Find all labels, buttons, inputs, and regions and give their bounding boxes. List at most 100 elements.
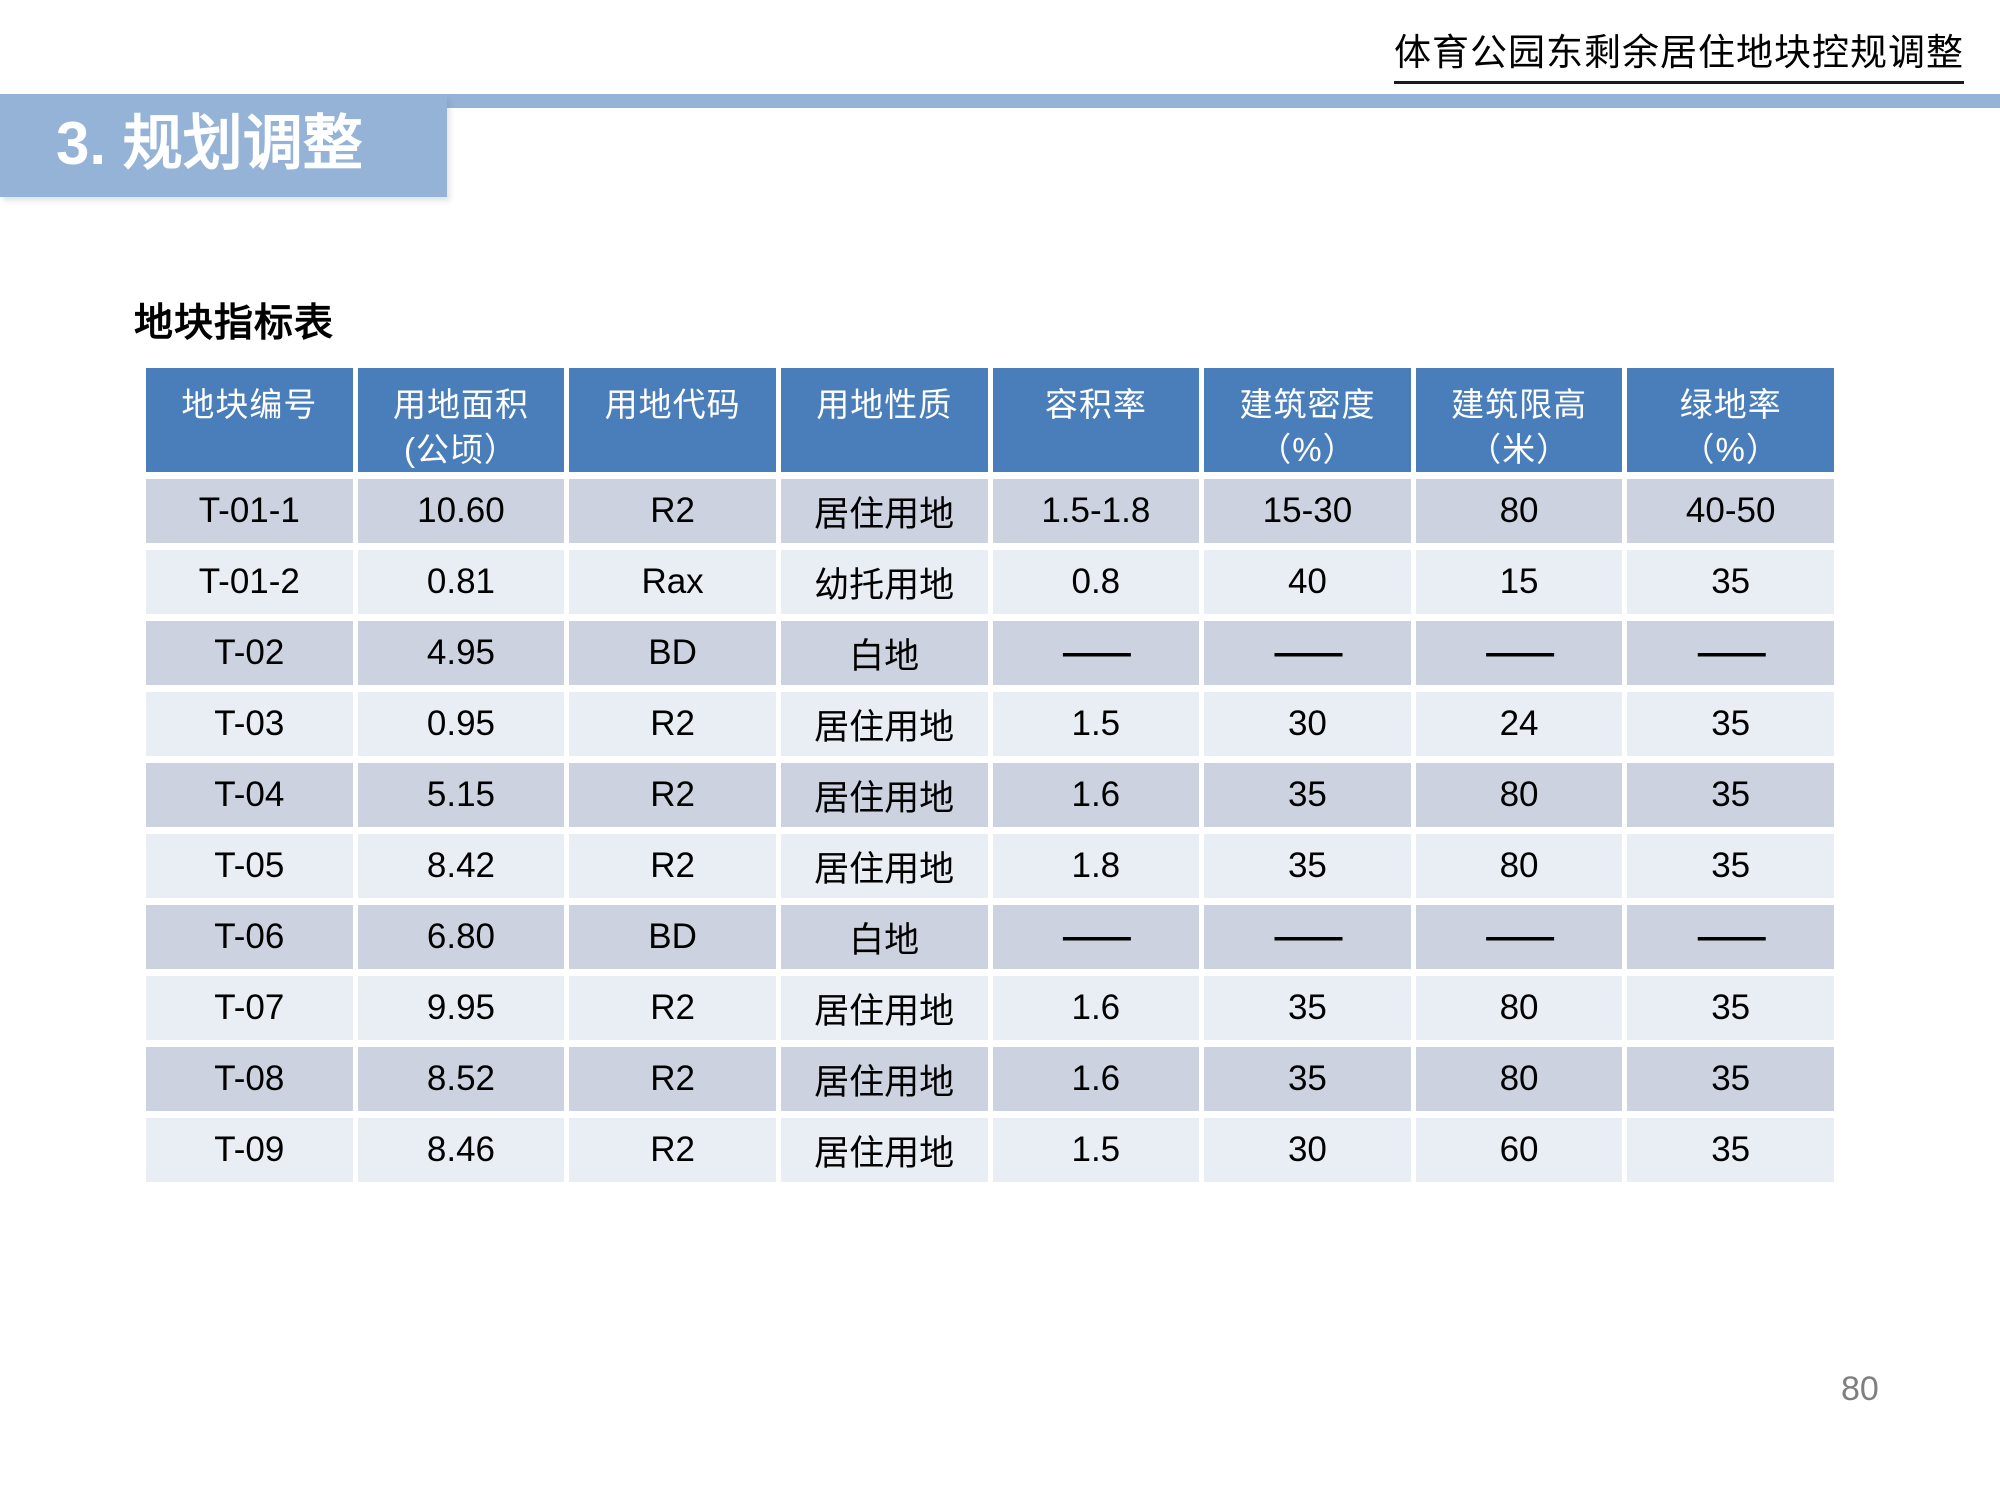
table-cell: 15-30: [1204, 479, 1411, 544]
table-cell: 80: [1415, 976, 1623, 1041]
table-row-T-02: T-02 4.95 BD 白地 —— —— —— ——: [146, 621, 1834, 686]
column-header-6: 建筑限高 （米）: [1415, 368, 1623, 473]
table-cell: 35: [1204, 976, 1411, 1041]
table-row-T-06: T-06 6.80 BD 白地 —— —— —— ——: [146, 905, 1834, 970]
table-cell: 80: [1415, 834, 1623, 899]
table-cell: 80: [1415, 479, 1623, 544]
table-cell: 1.6: [992, 1047, 1200, 1112]
table-cell: 35: [1627, 834, 1834, 899]
table-cell: 60: [1415, 1118, 1623, 1183]
table-cell: 35: [1627, 550, 1834, 615]
table-cell: 8.42: [357, 834, 565, 899]
column-header-line: （%）: [1258, 430, 1357, 468]
table-cell: 10.60: [357, 479, 565, 544]
column-header-4: 容积率: [992, 368, 1200, 473]
table-row-T-07: T-07 9.95 R2 居住用地 1.6 35 80 35: [146, 976, 1834, 1041]
table-cell: 1.5: [992, 692, 1200, 757]
table-row-T-04: T-04 5.15 R2 居住用地 1.6 35 80 35: [146, 763, 1834, 828]
table-cell: 白地: [780, 905, 988, 970]
table-cell: 30: [1204, 1118, 1411, 1183]
table-cell: R2: [569, 479, 776, 544]
table-cell: 15: [1415, 550, 1623, 615]
table-header-row: 地块编号 用地面积 (公顷） 用地代码 用地性质 容积率 建筑密度 （%） 建筑限高 （米） 绿地率…: [146, 368, 1834, 473]
column-header-line: 容积率: [1044, 386, 1147, 423]
table-row-T-01-2: T-01-2 0.81 Rax 幼托用地 0.8 40 15 35: [146, 550, 1834, 615]
table-row-T-03: T-03 0.95 R2 居住用地 1.5 30 24 35: [146, 692, 1834, 757]
column-header-1: 用地面积 (公顷）: [357, 368, 565, 473]
table-cell: ——: [1204, 621, 1411, 686]
table-cell: 1.5-1.8: [992, 479, 1200, 544]
table-cell: 35: [1204, 1047, 1411, 1112]
table-cell: 35: [1627, 763, 1834, 828]
table-cell: 24: [1415, 692, 1623, 757]
table-cell: 白地: [780, 621, 988, 686]
plot-indicator-table: 地块编号 用地面积 (公顷） 用地代码 用地性质 容积率 建筑密度 （%） 建筑限高 （米） 绿地率…: [141, 361, 1839, 1189]
table-cell: 4.95: [357, 621, 565, 686]
table-cell: ——: [1627, 621, 1834, 686]
column-header-line: （米）: [1468, 430, 1571, 468]
table-cell: 35: [1627, 1118, 1834, 1183]
table-cell: 40: [1204, 550, 1411, 615]
table-row-T-09: T-09 8.46 R2 居住用地 1.5 30 60 35: [146, 1118, 1834, 1183]
column-header-line: 用地面积: [392, 386, 529, 423]
accent-bar: [0, 94, 2000, 108]
table-cell: ——: [1204, 905, 1411, 970]
table-cell: Rax: [569, 550, 776, 615]
table-cell: 1.6: [992, 763, 1200, 828]
column-header-line: 绿地率: [1679, 386, 1782, 423]
column-header-3: 用地性质: [780, 368, 988, 473]
table-cell: 35: [1627, 976, 1834, 1041]
table-cell: 1.5: [992, 1118, 1200, 1183]
table-cell: 居住用地: [780, 1047, 988, 1112]
table-caption: 地块指标表: [134, 302, 335, 345]
table-cell: 居住用地: [780, 479, 988, 544]
column-header-line: (公顷）: [403, 430, 518, 468]
table-cell: ——: [1627, 905, 1834, 970]
page-number: 80: [1841, 1370, 1879, 1408]
table-cell: 居住用地: [780, 692, 988, 757]
table-cell: T-04: [146, 763, 353, 828]
table-cell: ——: [992, 621, 1200, 686]
table-cell: 8.46: [357, 1118, 565, 1183]
table-cell: 80: [1415, 763, 1623, 828]
table-cell: T-07: [146, 976, 353, 1041]
table-cell: 35: [1627, 1047, 1834, 1112]
table-cell: T-03: [146, 692, 353, 757]
table-cell: R2: [569, 834, 776, 899]
table-body: T-01-1 10.60 R2 居住用地 1.5-1.8 15-30 80 40-50 T-01…: [146, 479, 1834, 1183]
table-cell: 居住用地: [780, 976, 988, 1041]
table-cell: T-08: [146, 1047, 353, 1112]
table-cell: 0.8: [992, 550, 1200, 615]
table-row-T-01-1: T-01-1 10.60 R2 居住用地 1.5-1.8 15-30 80 40-50: [146, 479, 1834, 544]
table-cell: 0.95: [357, 692, 565, 757]
table-cell: 9.95: [357, 976, 565, 1041]
table-cell: 8.52: [357, 1047, 565, 1112]
table-cell: 6.80: [357, 905, 565, 970]
table-cell: T-09: [146, 1118, 353, 1183]
table-cell: 1.6: [992, 976, 1200, 1041]
column-header-5: 建筑密度 （%）: [1204, 368, 1411, 473]
table-cell: 30: [1204, 692, 1411, 757]
column-header-line: 地块编号: [181, 386, 318, 423]
table-cell: 40-50: [1627, 479, 1834, 544]
column-header-line: 用地代码: [604, 386, 741, 423]
table-cell: BD: [569, 905, 776, 970]
table-cell: T-02: [146, 621, 353, 686]
table-cell: 幼托用地: [780, 550, 988, 615]
section-title-block: 3. 规划调整: [0, 94, 447, 197]
table-cell: 居住用地: [780, 1118, 988, 1183]
table-cell: T-01-2: [146, 550, 353, 615]
table-cell: ——: [1415, 621, 1623, 686]
column-header-line: （%）: [1681, 430, 1780, 468]
table-row-T-08: T-08 8.52 R2 居住用地 1.6 35 80 35: [146, 1047, 1834, 1112]
column-header-line: 建筑密度: [1239, 386, 1376, 423]
table-cell: 35: [1627, 692, 1834, 757]
table-cell: 居住用地: [780, 763, 988, 828]
table-cell: T-05: [146, 834, 353, 899]
table-header: 地块编号 用地面积 (公顷） 用地代码 用地性质 容积率 建筑密度 （%） 建筑限高 （米） 绿地率…: [146, 368, 1834, 473]
table-row-T-05: T-05 8.42 R2 居住用地 1.8 35 80 35: [146, 834, 1834, 899]
column-header-7: 绿地率 （%）: [1627, 368, 1834, 473]
column-header-2: 用地代码: [569, 368, 776, 473]
table-cell: 居住用地: [780, 834, 988, 899]
